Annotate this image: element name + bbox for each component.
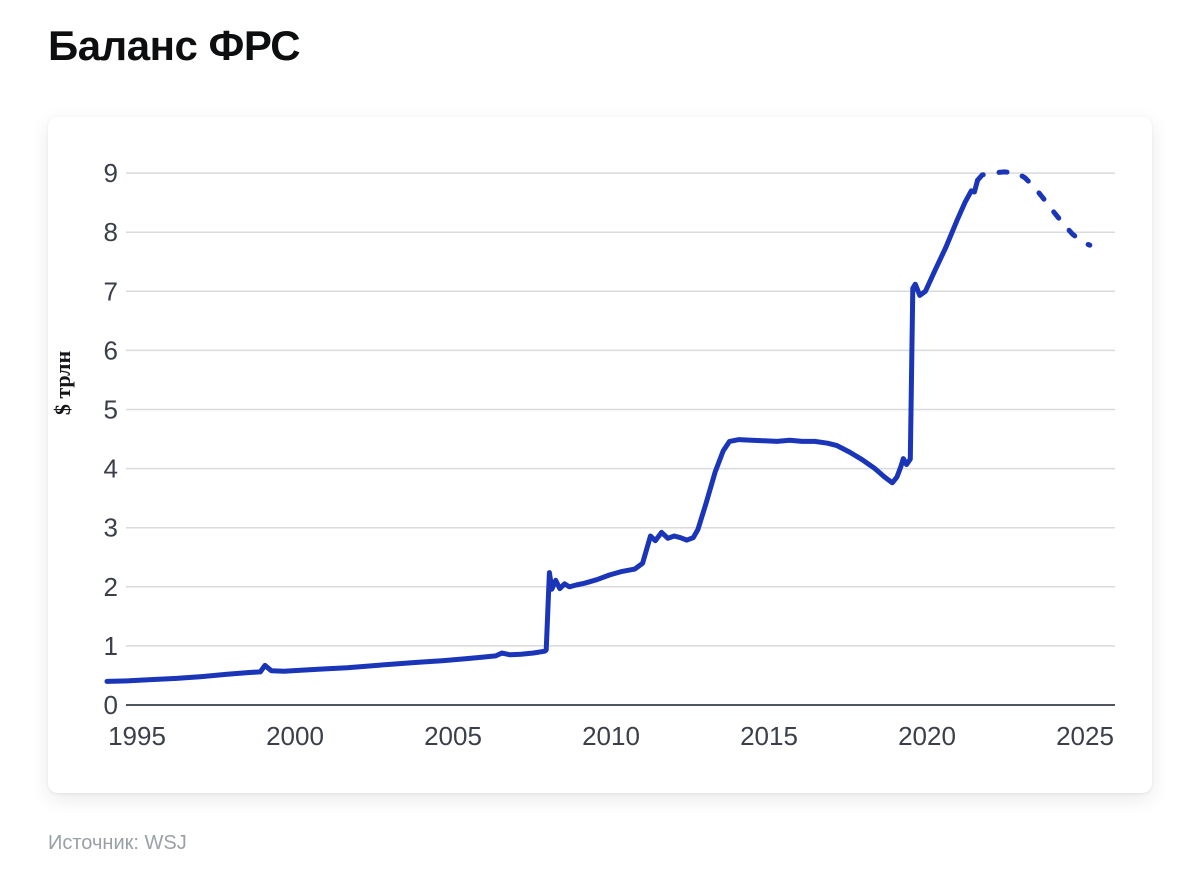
y-tick-label: 8 <box>104 217 118 247</box>
y-tick-label: 7 <box>104 276 118 306</box>
chart-card: 0 1 2 3 4 5 6 7 8 9 1995 2000 2005 2010 2015 2020 2025 $ … <box>48 117 1152 793</box>
x-tick-label: 1995 <box>108 721 166 751</box>
x-tick-label: 2010 <box>582 721 640 751</box>
fed-balance-line-chart: 0 1 2 3 4 5 6 7 8 9 1995 2000 2005 2010 2015 2020 2025 $ … <box>50 158 1115 751</box>
y-tick-label: 3 <box>104 513 118 543</box>
x-tick-label: 2000 <box>266 721 324 751</box>
source-note: Источник: WSJ <box>48 832 187 854</box>
y-tick-label: 1 <box>104 631 118 661</box>
series-line-projection-dashed <box>975 169 1093 248</box>
y-axis-title: $ трлн <box>50 351 75 416</box>
y-tick-label: 0 <box>104 690 118 720</box>
x-tick-label: 2020 <box>898 721 956 751</box>
page-title: Баланс ФРС <box>48 22 301 69</box>
y-tick-label: 2 <box>104 572 118 602</box>
y-tick-label: 6 <box>104 335 118 365</box>
x-tick-label: 2005 <box>424 721 482 751</box>
series-line-solid <box>104 177 981 684</box>
y-tick-label: 4 <box>104 454 118 484</box>
y-tick-label: 9 <box>104 158 118 188</box>
x-tick-label: 2025 <box>1056 721 1114 751</box>
y-tick-label: 5 <box>104 395 118 425</box>
x-tick-label: 2015 <box>740 721 798 751</box>
